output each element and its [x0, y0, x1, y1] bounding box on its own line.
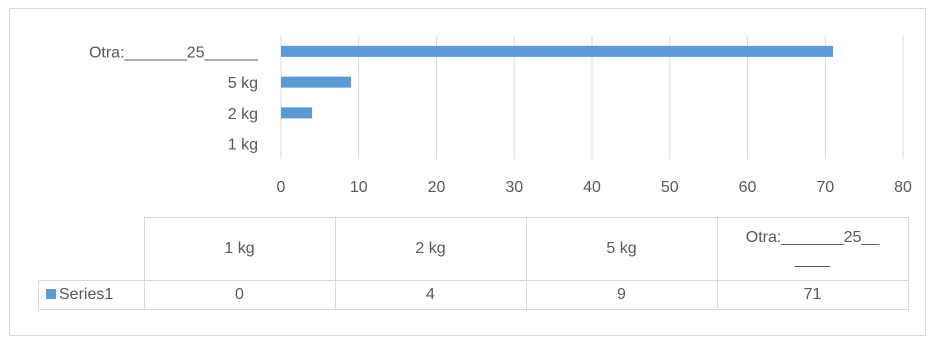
data-table-header-row: 1 kg 2 kg 5 kg Otra:_______25__ ____: [38, 217, 909, 281]
data-table-value: 4: [334, 280, 527, 310]
category-label: 5 kg: [228, 75, 258, 92]
data-table-header: 5 kg: [525, 217, 718, 281]
x-tick-label: 0: [277, 179, 286, 196]
x-tick-label: 70: [816, 179, 834, 196]
x-tick-label: 10: [350, 179, 368, 196]
data-table: 1 kg 2 kg 5 kg Otra:_______25__ ____ Ser…: [38, 217, 909, 310]
data-table-header: 1 kg: [143, 217, 336, 281]
data-table-header: 2 kg: [334, 217, 527, 281]
data-table-header: Otra:_______25__ ____: [716, 217, 909, 281]
category-label: 1 kg: [228, 137, 258, 154]
bar: [281, 107, 313, 119]
bar: [281, 76, 351, 88]
data-table-value-row: Series1 0 4 9 71: [38, 280, 909, 310]
data-table-value: 9: [525, 280, 718, 310]
data-table-series-cell: Series1: [38, 280, 145, 310]
data-table-corner: [38, 217, 145, 281]
x-tick-label: 40: [583, 179, 601, 196]
x-tick-label: 20: [428, 179, 446, 196]
category-label: 2 kg: [228, 106, 258, 123]
x-tick-label: 30: [505, 179, 523, 196]
x-axis-tick-labels: 0 10 20 30 40 50 60 70 80: [277, 179, 912, 196]
data-table-value: 71: [716, 280, 909, 310]
series-name: Series1: [59, 286, 114, 303]
bar: [281, 45, 834, 57]
category-labels: 1 kg 2 kg 5 kg Otra:_______25______: [89, 44, 259, 153]
x-tick-label: 50: [661, 179, 679, 196]
x-tick-label: 80: [894, 179, 912, 196]
category-label: Otra:_______25______: [89, 44, 259, 61]
legend-key-icon: [46, 288, 56, 299]
bars: [281, 45, 834, 119]
x-tick-label: 60: [739, 179, 757, 196]
chart-area: [9, 8, 926, 336]
data-table-value: 0: [143, 280, 336, 310]
